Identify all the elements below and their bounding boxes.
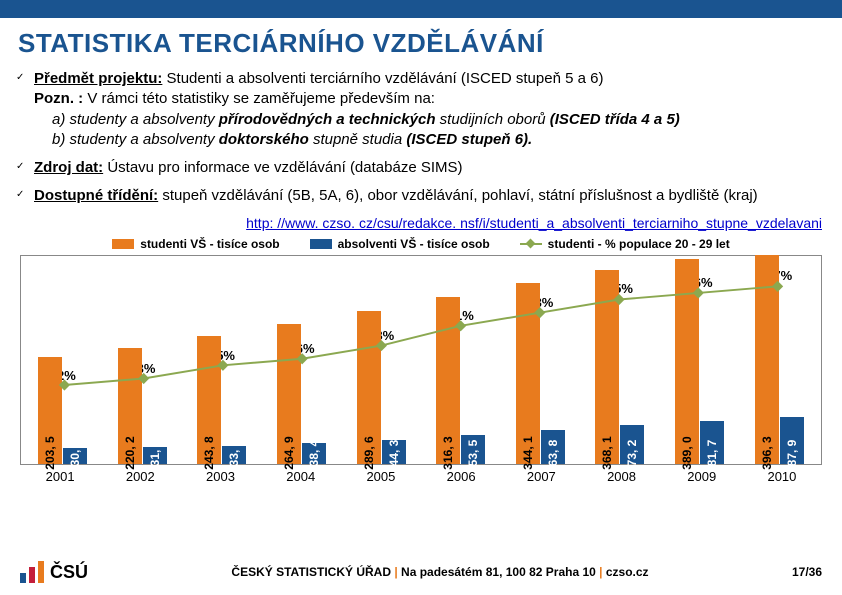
graduates-bar: 63, 8 — [541, 430, 565, 463]
year-group: 13%220, 231, 2 — [103, 256, 183, 464]
note-text: V rámci této statistiky se zaměřujeme př… — [87, 90, 435, 107]
graduates-bar: 81, 7 — [700, 421, 724, 464]
year-label: 2009 — [662, 469, 742, 484]
students-value: 264, 9 — [282, 436, 296, 469]
graduates-value: 38, 4 — [307, 439, 321, 466]
swatch-students — [112, 239, 134, 249]
sub-b: b) studenty a absolventy doktorského stu… — [52, 130, 822, 150]
bar-chart: 12%203, 530, 113%220, 231, 215%243, 833,… — [21, 256, 821, 464]
csu-logo: ČSÚ — [20, 561, 88, 583]
year-label: 2010 — [742, 469, 822, 484]
subject-label: Předmět projektu: — [34, 70, 162, 87]
year-group: 16%264, 938, 4 — [262, 256, 342, 464]
students-bar: 243, 8 — [197, 336, 221, 464]
graduates-value: 73, 2 — [625, 439, 639, 466]
legend-students: studenti VŠ - tisíce osob — [112, 237, 279, 251]
source-link[interactable]: http: //www. czso. cz/csu/redakce. nsf/i… — [246, 215, 822, 231]
note-label: Pozn. : — [34, 90, 87, 107]
year-label: 2007 — [501, 469, 581, 484]
breakdown-label: Dostupné třídění: — [34, 187, 158, 204]
legend-pct: studenti - % populace 20 - 29 let — [520, 237, 730, 251]
students-bar: 344, 1 — [516, 283, 540, 464]
chart-legend: studenti VŠ - tisíce osob absolventi VŠ … — [0, 237, 842, 251]
students-value: 389, 0 — [680, 436, 694, 469]
year-group: 23%344, 163, 8 — [501, 256, 581, 464]
students-bar: 389, 0 — [675, 259, 699, 463]
graduates-value: 31, 2 — [148, 439, 162, 466]
legend-graduates: absolventi VŠ - tisíce osob — [310, 237, 490, 251]
year-group: 15%243, 833, 0 — [182, 256, 262, 464]
swatch-line — [520, 243, 542, 245]
graduates-bar: 73, 2 — [620, 425, 644, 463]
swatch-graduates — [310, 239, 332, 249]
source-link-row: http: //www. czso. cz/csu/redakce. nsf/i… — [0, 215, 822, 231]
year-group: 12%203, 530, 1 — [23, 256, 103, 464]
year-label: 2006 — [421, 469, 501, 484]
subject-text: Studenti a absolventi terciárního vzdělá… — [162, 70, 603, 87]
bullet-subject: Předmět projektu: Studenti a absolventi … — [34, 69, 822, 150]
chart-container: 12%203, 530, 113%220, 231, 215%243, 833,… — [20, 255, 822, 465]
page-title: STATISTIKA TERCIÁRNÍHO VZDĚLÁVÁNÍ — [18, 28, 842, 59]
graduates-value: 87, 9 — [785, 439, 799, 466]
students-value: 243, 8 — [202, 436, 216, 469]
x-axis: 2001200220032004200520062007200820092010 — [20, 469, 822, 484]
graduates-value: 81, 7 — [705, 439, 719, 466]
students-value: 289, 6 — [362, 436, 376, 469]
students-value: 368, 1 — [600, 436, 614, 469]
students-value: 396, 3 — [760, 436, 774, 469]
bullet-breakdown: Dostupné třídění: stupeň vzdělávání (5B,… — [34, 186, 822, 206]
year-label: 2005 — [341, 469, 421, 484]
graduates-bar: 38, 4 — [302, 443, 326, 463]
students-bar: 396, 3 — [755, 255, 779, 463]
graduates-bar: 31, 2 — [143, 447, 167, 463]
students-value: 203, 5 — [43, 436, 57, 469]
year-label: 2001 — [20, 469, 100, 484]
graduates-value: 33, 0 — [227, 439, 241, 466]
year-group: 27%396, 387, 9 — [739, 256, 819, 464]
graduates-value: 63, 8 — [546, 439, 560, 466]
source-label: Zdroj dat: — [34, 159, 103, 176]
footer: ČSÚ ČESKÝ STATISTICKÝ ÚŘAD | Na padesáté… — [20, 561, 822, 583]
students-bar: 203, 5 — [38, 357, 62, 464]
students-value: 220, 2 — [123, 436, 137, 469]
graduates-value: 53, 5 — [466, 439, 480, 466]
students-bar: 220, 2 — [118, 348, 142, 464]
sub-a: a) studenty a absolventy přírodovědných … — [52, 110, 822, 130]
source-text: Ústavu pro informace ve vzdělávání (data… — [103, 159, 462, 176]
year-group: 21%316, 353, 5 — [421, 256, 501, 464]
students-value: 344, 1 — [521, 436, 535, 469]
year-label: 2008 — [581, 469, 661, 484]
logo-bars-icon — [20, 561, 46, 583]
content-bullets: Předmět projektu: Studenti a absolventi … — [34, 69, 822, 207]
students-bar: 368, 1 — [595, 270, 619, 463]
logo-text: ČSÚ — [50, 562, 88, 583]
year-label: 2004 — [261, 469, 341, 484]
year-label: 2003 — [180, 469, 260, 484]
students-bar: 289, 6 — [357, 311, 381, 463]
graduates-bar: 53, 5 — [461, 435, 485, 463]
breakdown-text: stupeň vzdělávání (5B, 5A, 6), obor vzdě… — [158, 187, 757, 204]
students-bar: 264, 9 — [277, 324, 301, 463]
graduates-bar: 33, 0 — [222, 446, 246, 463]
year-group: 18%289, 644, 3 — [341, 256, 421, 464]
graduates-bar: 87, 9 — [780, 417, 804, 463]
students-bar: 316, 3 — [436, 297, 460, 463]
top-bar — [0, 0, 842, 18]
graduates-value: 44, 3 — [387, 439, 401, 466]
year-group: 26%389, 081, 7 — [660, 256, 740, 464]
year-label: 2002 — [100, 469, 180, 484]
page-number: 17/36 — [792, 565, 822, 579]
bullet-source: Zdroj dat: Ústavu pro informace ve vzděl… — [34, 158, 822, 178]
graduates-bar: 30, 1 — [63, 448, 87, 464]
year-group: 25%368, 173, 2 — [580, 256, 660, 464]
graduates-bar: 44, 3 — [382, 440, 406, 463]
graduates-value: 30, 1 — [68, 439, 82, 466]
students-value: 316, 3 — [441, 436, 455, 469]
footer-text: ČESKÝ STATISTICKÝ ÚŘAD | Na padesátém 81… — [88, 565, 792, 579]
